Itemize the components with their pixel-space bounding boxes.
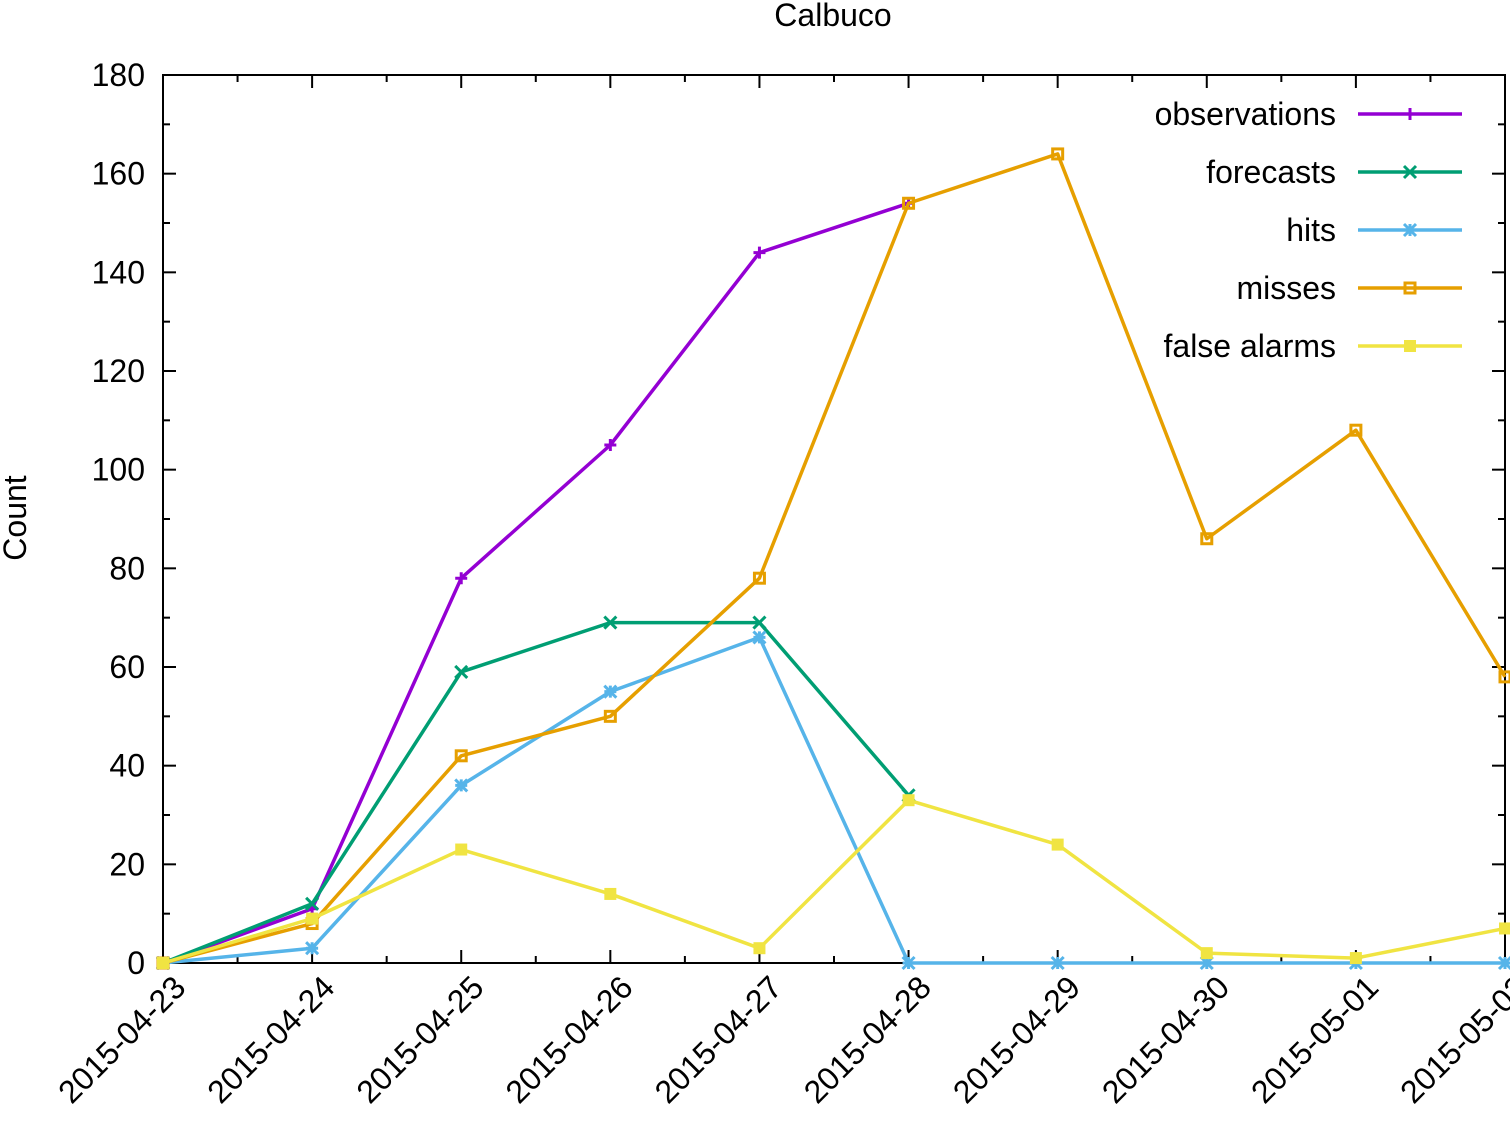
series-layer xyxy=(155,147,1510,971)
legend-marker xyxy=(1404,340,1416,352)
data-point xyxy=(1200,947,1213,960)
y-tick-label: 100 xyxy=(92,452,145,488)
data-point xyxy=(1199,955,1214,971)
plot-border xyxy=(162,74,1506,964)
data-point xyxy=(305,896,320,911)
legend-marker xyxy=(1404,108,1416,120)
data-point xyxy=(902,794,915,807)
series-line xyxy=(162,635,1505,965)
data-point xyxy=(305,941,320,956)
data-point xyxy=(1498,670,1510,684)
series-observations xyxy=(157,197,915,969)
data-point xyxy=(455,572,468,585)
data-point xyxy=(1349,952,1362,965)
data-point xyxy=(1497,955,1510,971)
y-tick-label: 0 xyxy=(127,945,145,981)
legend-item: hits xyxy=(1286,212,1462,248)
x-tick-label: 2015-05-01 xyxy=(1244,969,1385,1110)
data-point xyxy=(752,630,767,645)
x-tick-label: 2015-04-26 xyxy=(498,969,639,1110)
data-point xyxy=(603,709,617,723)
x-tick-label: 2015-04-27 xyxy=(648,969,789,1110)
legend-item: observations xyxy=(1155,96,1462,132)
x-tick-label: 2015-04-25 xyxy=(349,969,490,1110)
y-tick-label: 60 xyxy=(109,649,145,685)
data-point xyxy=(753,942,766,955)
data-point xyxy=(752,571,766,585)
x-tick-label: 2015-04-23 xyxy=(51,969,192,1110)
data-point xyxy=(752,615,767,630)
series-false-alarms xyxy=(157,794,1510,969)
x-tick-label: 2015-04-28 xyxy=(797,969,938,1110)
series-line xyxy=(162,201,910,965)
data-point xyxy=(455,843,468,856)
data-point xyxy=(1200,532,1214,546)
series-line xyxy=(162,152,1507,965)
x-tick-label: 2015-04-30 xyxy=(1095,969,1236,1110)
data-point xyxy=(901,955,916,971)
data-point xyxy=(1051,838,1064,851)
data-point xyxy=(454,778,469,793)
legend-item: forecasts xyxy=(1206,154,1462,190)
legend-item: misses xyxy=(1236,270,1462,306)
data-point xyxy=(1050,955,1065,971)
legend-label: false alarms xyxy=(1164,328,1337,364)
series-line xyxy=(162,620,910,965)
data-point xyxy=(753,246,766,259)
y-tick-label: 80 xyxy=(109,550,145,586)
data-point xyxy=(603,615,618,630)
y-axis-label: Count xyxy=(0,475,33,561)
x-tick-label: 2015-05-02 xyxy=(1393,969,1510,1110)
x-tick-label: 2015-04-29 xyxy=(946,969,1087,1110)
y-tick-label: 20 xyxy=(109,846,145,882)
data-point xyxy=(603,684,618,699)
legend-marker xyxy=(1402,222,1418,238)
y-tick-label: 40 xyxy=(109,748,145,784)
y-tick-label: 160 xyxy=(92,156,145,192)
series-forecasts xyxy=(155,615,916,971)
y-tick-label: 140 xyxy=(92,254,145,290)
data-point xyxy=(902,196,916,210)
data-point xyxy=(454,749,468,763)
legend-item: false alarms xyxy=(1164,328,1462,364)
legend-marker xyxy=(1403,281,1417,295)
data-point xyxy=(1349,423,1363,437)
y-tick-label: 180 xyxy=(92,57,145,93)
legend: observations forecasts hits misses false ala… xyxy=(1155,96,1462,364)
legend-marker xyxy=(1402,164,1418,180)
data-point xyxy=(604,887,617,900)
data-point xyxy=(454,664,469,679)
data-point xyxy=(1051,147,1065,161)
data-point xyxy=(157,957,169,969)
chart-title: Calbuco xyxy=(774,0,891,33)
legend-label: forecasts xyxy=(1206,154,1336,190)
x-tick-label: 2015-04-24 xyxy=(200,969,341,1110)
y-tick-label: 120 xyxy=(92,353,145,389)
data-point xyxy=(306,912,319,925)
data-point xyxy=(604,439,617,451)
legend-label: observations xyxy=(1155,96,1336,132)
legend-label: misses xyxy=(1236,270,1336,306)
data-point xyxy=(1499,922,1510,935)
legend-label: hits xyxy=(1286,212,1336,248)
series-line xyxy=(162,798,1506,965)
